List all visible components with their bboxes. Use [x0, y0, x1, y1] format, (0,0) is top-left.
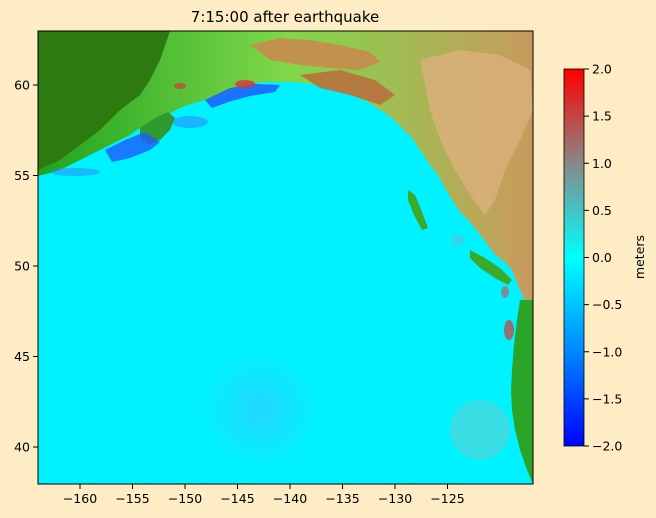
ocean-anomaly-patch [200, 350, 320, 470]
x-tick-label: −140 [273, 491, 307, 506]
lowland-northwest [38, 31, 170, 170]
colorbar-tick-label: 0.0 [592, 250, 612, 265]
haida-gwaii [408, 190, 428, 230]
x-tick-label: −125 [430, 491, 464, 506]
wave-crest [501, 286, 509, 298]
colorbar-tick-label: 2.0 [592, 62, 612, 77]
colorbar-ticks: 2.0 1.5 1.0 0.5 0.0 −0.5 −1.0 −1.5 −2.0 [584, 62, 622, 454]
y-tick-label: 45 [14, 349, 30, 364]
landmass-alaska [38, 31, 533, 300]
wave-trough [205, 84, 280, 108]
wave-crest [174, 83, 186, 89]
chart-title: 7:15:00 after earthquake [191, 8, 379, 26]
colorbar-tick-label: 0.5 [592, 203, 612, 218]
y-tick-label: 50 [14, 259, 30, 274]
y-tick-label: 40 [14, 440, 30, 455]
x-tick-label: −135 [325, 491, 359, 506]
landmass-pacific-northwest [511, 300, 533, 484]
colorbar-tick-label: 1.5 [592, 109, 612, 124]
mountains-st-elias [300, 70, 395, 105]
colorbar-tick-label: −2.0 [592, 439, 622, 454]
ocean-anomaly-patch [450, 400, 510, 460]
map-area [38, 31, 533, 484]
map-frame [37, 30, 534, 485]
y-tick-label: 60 [14, 78, 30, 93]
y-axis: 60 55 50 45 40 [14, 78, 38, 455]
y-tick-label: 55 [14, 168, 30, 183]
x-tick-label: −130 [378, 491, 412, 506]
x-tick-label: −160 [63, 491, 97, 506]
x-tick-label: −150 [168, 491, 202, 506]
wave-crest [504, 320, 514, 340]
wave-crest [235, 80, 255, 88]
colorbar-label: meters [632, 235, 647, 279]
x-tick-label: −155 [115, 491, 149, 506]
wave-trough [50, 168, 100, 176]
x-axis: −160 −155 −150 −145 −140 −135 −130 −125 [63, 484, 465, 506]
colorbar-tick-label: −0.5 [592, 297, 622, 312]
colorbar-tick-label: −1.5 [592, 391, 622, 406]
wave-trough [105, 132, 160, 162]
mountains-coast [420, 50, 533, 215]
vancouver-island [470, 250, 512, 285]
colorbar [563, 68, 585, 447]
colorbar-tick-label: −1.0 [592, 344, 622, 359]
x-tick-label: −145 [220, 491, 254, 506]
wave-crest [452, 234, 464, 246]
mountains-alaska-range [250, 38, 380, 70]
colorbar-tick-label: 1.0 [592, 156, 612, 171]
wave-trough [172, 116, 208, 128]
